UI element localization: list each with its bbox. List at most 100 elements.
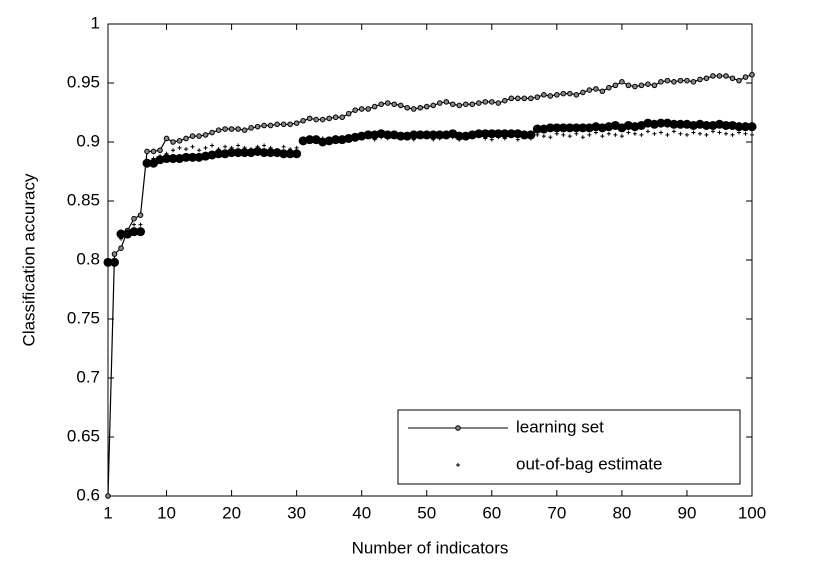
point <box>519 130 529 140</box>
point <box>259 148 269 158</box>
point <box>600 134 605 139</box>
point <box>326 115 332 122</box>
x-tick-label: 100 <box>738 503 766 522</box>
point <box>526 130 536 140</box>
point <box>697 76 703 83</box>
point <box>266 148 276 158</box>
point <box>558 123 568 133</box>
point <box>189 133 196 139</box>
point <box>723 73 729 79</box>
point <box>548 135 553 140</box>
point <box>567 134 572 139</box>
point <box>729 75 736 82</box>
point <box>552 123 562 133</box>
point <box>110 257 120 267</box>
point <box>469 101 476 108</box>
x-tick-label: 40 <box>352 503 371 522</box>
point <box>701 120 711 130</box>
point <box>332 114 339 121</box>
point <box>742 74 749 80</box>
point <box>645 129 650 134</box>
point <box>267 122 274 129</box>
x-tick-label: 50 <box>417 503 436 522</box>
point <box>203 145 208 150</box>
legend-label: learning set <box>516 417 604 436</box>
point <box>480 129 490 139</box>
point <box>209 129 215 136</box>
point <box>222 126 228 132</box>
point <box>132 222 137 227</box>
point <box>664 77 671 84</box>
legend-box <box>397 409 741 485</box>
point <box>541 134 546 139</box>
point <box>144 148 150 155</box>
point <box>352 107 358 113</box>
point <box>118 245 124 251</box>
point <box>168 154 178 164</box>
point <box>248 125 254 131</box>
point <box>397 102 404 109</box>
point <box>196 133 202 139</box>
point <box>285 149 295 159</box>
point <box>684 132 689 137</box>
point <box>515 137 520 142</box>
point <box>190 144 195 149</box>
point <box>183 135 189 142</box>
point <box>177 145 182 150</box>
x-tick-label: 1 <box>103 503 112 522</box>
point <box>500 129 510 139</box>
point <box>462 101 469 108</box>
point <box>171 148 176 153</box>
point <box>449 101 456 108</box>
point <box>619 134 624 139</box>
point <box>573 92 580 98</box>
point <box>665 132 670 137</box>
point <box>593 130 598 135</box>
y-tick-label: 0.75 <box>67 308 100 327</box>
x-tick-label: 30 <box>287 503 306 522</box>
point <box>241 127 248 133</box>
point <box>717 130 722 135</box>
point <box>578 123 588 133</box>
y-axis-label: Classification accuracy <box>19 173 38 346</box>
point <box>541 92 547 98</box>
point <box>502 97 508 104</box>
point <box>560 90 567 97</box>
point <box>105 493 111 499</box>
point <box>736 77 742 84</box>
point <box>137 212 144 218</box>
point <box>136 227 146 237</box>
point <box>658 79 664 85</box>
y-tick-label: 0.95 <box>67 72 100 91</box>
point <box>383 130 393 140</box>
point <box>684 77 690 84</box>
point <box>254 123 261 130</box>
point <box>280 121 287 128</box>
point <box>606 131 611 136</box>
series <box>106 129 754 268</box>
point <box>138 222 143 227</box>
point <box>428 130 438 140</box>
point <box>613 132 618 137</box>
series <box>105 71 755 499</box>
point <box>157 147 163 154</box>
point <box>313 116 319 123</box>
y-tick-label: 0.85 <box>67 190 100 209</box>
point <box>111 251 118 257</box>
point <box>750 132 754 137</box>
point <box>422 130 432 140</box>
point <box>292 149 302 159</box>
point <box>487 129 497 139</box>
point <box>678 131 683 136</box>
point <box>534 94 541 100</box>
point <box>632 83 638 90</box>
point <box>586 87 593 93</box>
x-tick-label: 90 <box>677 503 696 522</box>
point <box>716 73 723 79</box>
x-tick-label: 70 <box>547 503 566 522</box>
point <box>176 138 183 144</box>
point <box>710 73 716 79</box>
point <box>736 130 741 135</box>
point <box>210 143 215 148</box>
point <box>571 123 581 133</box>
